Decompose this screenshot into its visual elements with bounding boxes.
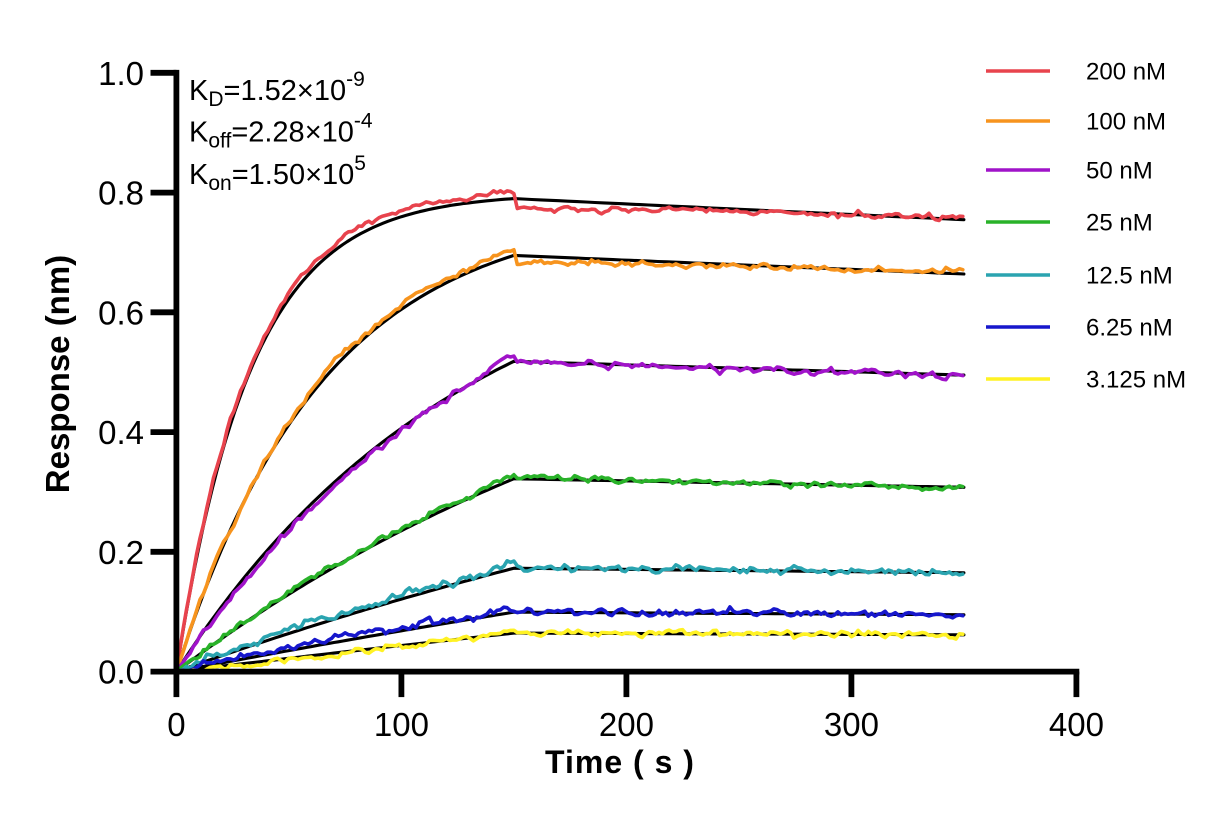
- svg-text:Koff=2.28×10-4: Koff=2.28×10-4: [189, 110, 373, 153]
- svg-text:0: 0: [167, 706, 185, 743]
- svg-text:50 nM: 50 nM: [1086, 158, 1153, 185]
- svg-text:12.5 nM: 12.5 nM: [1086, 263, 1173, 290]
- svg-text:200: 200: [599, 706, 654, 743]
- svg-text:100 nM: 100 nM: [1086, 109, 1166, 136]
- svg-text:0.0: 0.0: [98, 654, 144, 691]
- svg-text:0.6: 0.6: [98, 294, 144, 331]
- svg-text:0.4: 0.4: [98, 414, 144, 451]
- svg-text:100: 100: [374, 706, 429, 743]
- svg-text:6.25 nM: 6.25 nM: [1086, 315, 1173, 342]
- svg-text:400: 400: [1049, 706, 1104, 743]
- svg-text:25 nM: 25 nM: [1086, 210, 1153, 237]
- svg-text:300: 300: [824, 706, 879, 743]
- svg-text:0.8: 0.8: [98, 175, 144, 212]
- svg-text:0.2: 0.2: [98, 534, 144, 571]
- svg-text:Time ( s ): Time ( s ): [545, 744, 695, 780]
- svg-text:Kon=1.50×105: Kon=1.50×105: [189, 152, 366, 195]
- svg-text:1.0: 1.0: [98, 55, 144, 92]
- svg-text:3.125 nM: 3.125 nM: [1086, 367, 1186, 394]
- svg-text:200 nM: 200 nM: [1086, 59, 1166, 86]
- svg-text:Response (nm): Response (nm): [39, 255, 76, 493]
